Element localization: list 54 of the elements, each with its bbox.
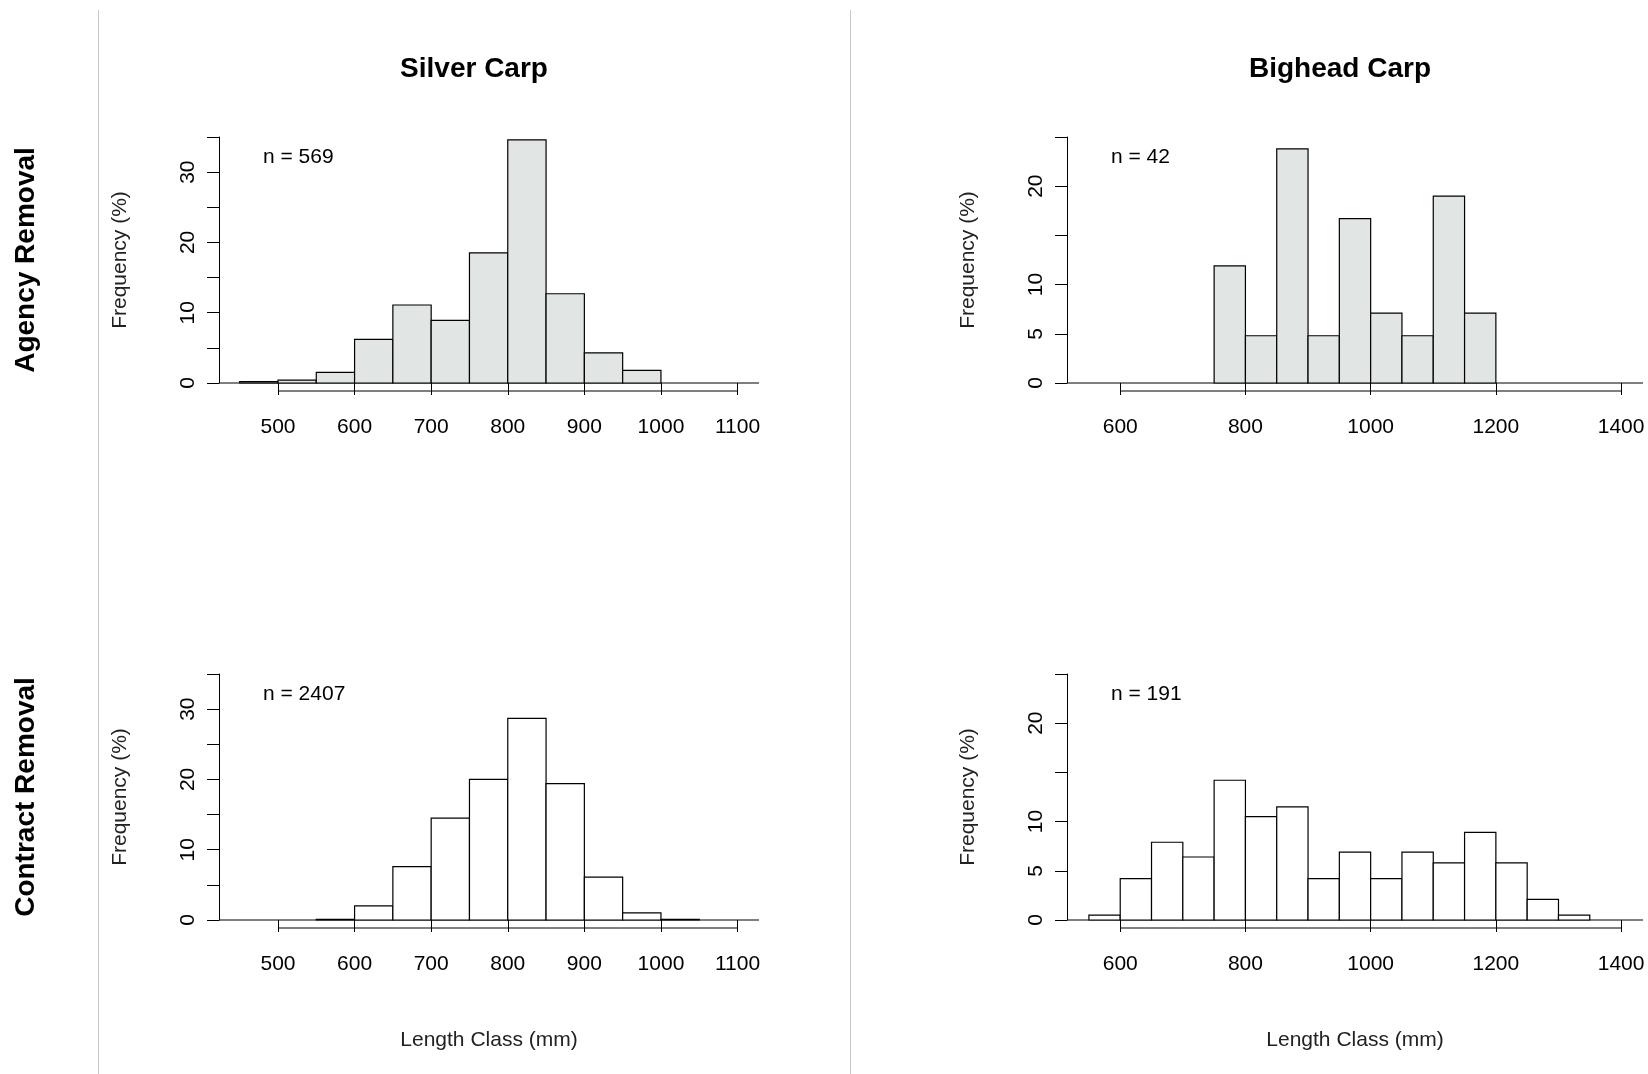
annotation: n = 191 xyxy=(1111,681,1182,704)
x-tick-label: 800 xyxy=(1227,414,1263,437)
x-tick-label: 1100 xyxy=(714,414,761,437)
x-tick-label: 600 xyxy=(1102,414,1138,437)
y-tick-label: 10 xyxy=(1023,809,1046,834)
annotation: n = 569 xyxy=(263,144,334,167)
x-tick-label: 900 xyxy=(566,951,602,974)
x-tick-label: 1000 xyxy=(1347,951,1395,974)
x-tick-label: 1400 xyxy=(1597,414,1645,437)
y-tick-label: 30 xyxy=(175,697,198,721)
y-tick-label: 10 xyxy=(1023,272,1046,297)
x-tick-label: 600 xyxy=(1102,951,1138,974)
y-axis-title: Frequency (%) xyxy=(107,191,130,329)
x-tick-label: 800 xyxy=(1227,951,1263,974)
annotation: n = 42 xyxy=(1111,144,1170,167)
y-tick-label: 0 xyxy=(175,914,198,926)
y-axis-title: Frequency (%) xyxy=(955,191,978,329)
x-tick-label: 1000 xyxy=(637,951,685,974)
x-tick-label: 1000 xyxy=(637,414,685,437)
y-tick-label: 20 xyxy=(175,767,198,792)
y-tick-label: 5 xyxy=(1023,864,1046,877)
x-tick-label: 600 xyxy=(337,951,373,974)
x-tick-label: 1000 xyxy=(1347,414,1395,437)
y-tick-label: 30 xyxy=(175,160,198,184)
y-axis-title: Frequency (%) xyxy=(955,728,978,866)
y-tick-label: 0 xyxy=(1023,377,1046,389)
x-tick-label: 700 xyxy=(413,414,449,437)
y-tick-label: 10 xyxy=(175,301,198,325)
x-tick-label: 1400 xyxy=(1597,951,1645,974)
x-tick-label: 700 xyxy=(413,951,449,974)
x-tick-label: 500 xyxy=(260,414,296,437)
text: Contract Removal xyxy=(8,677,40,917)
x-tick-label: 500 xyxy=(260,951,296,974)
y-tick-label: 5 xyxy=(1023,327,1046,340)
x-tick-label: 600 xyxy=(337,414,373,437)
y-tick-label: 0 xyxy=(175,377,198,389)
y-tick-label: 20 xyxy=(1023,711,1046,735)
y-tick-label: 0 xyxy=(1023,914,1046,926)
x-axis-title: Length Class (mm) xyxy=(1266,1027,1444,1050)
x-tick-label: 1100 xyxy=(714,951,761,974)
y-tick-label: 20 xyxy=(175,230,198,255)
text: Agency Removal xyxy=(8,147,40,373)
x-tick-label: 800 xyxy=(490,414,526,437)
x-axis-title: Length Class (mm) xyxy=(400,1027,578,1050)
chart-title: Silver Carp xyxy=(400,51,548,83)
chart-title: Bighead Carp xyxy=(1248,51,1432,83)
annotation: n = 2407 xyxy=(263,681,346,704)
x-tick-label: 800 xyxy=(490,951,526,974)
y-tick-label: 10 xyxy=(175,838,198,862)
x-tick-label: 900 xyxy=(566,414,602,437)
y-tick-label: 20 xyxy=(1023,174,1046,198)
y-axis-title: Frequency (%) xyxy=(107,728,130,866)
x-tick-label: 1200 xyxy=(1472,414,1520,437)
x-tick-label: 1200 xyxy=(1472,951,1520,974)
